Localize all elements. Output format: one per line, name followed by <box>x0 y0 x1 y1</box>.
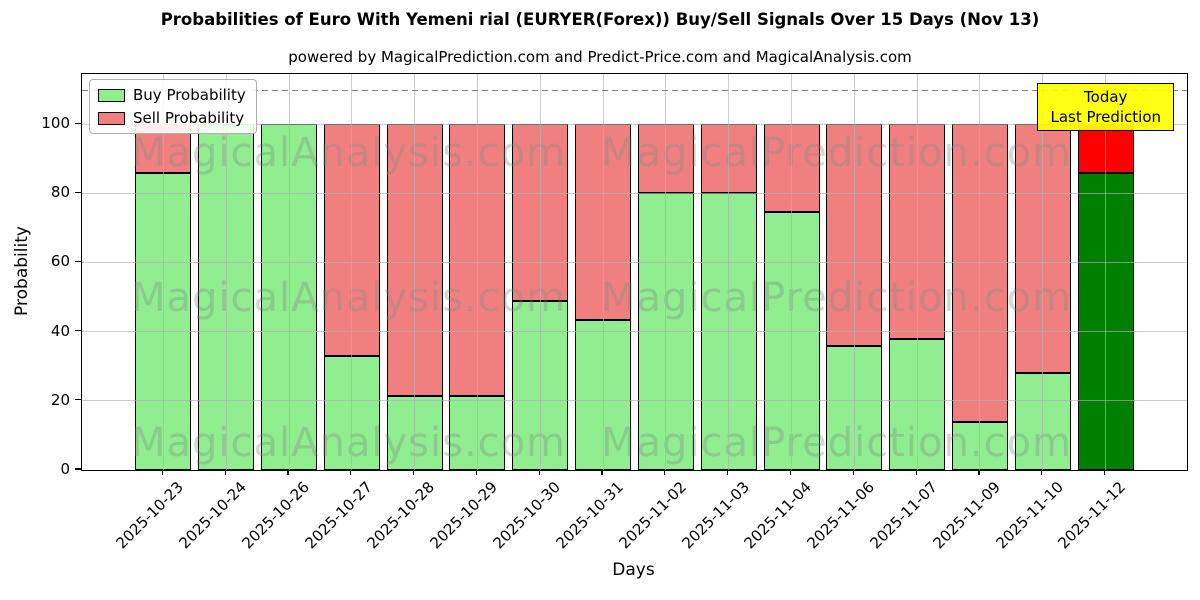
y-tick-label: 20 <box>50 390 70 409</box>
gridline-vertical <box>351 74 353 470</box>
y-tick-mark <box>75 468 81 470</box>
x-tick-label: 2025-10-23 <box>112 478 188 553</box>
gridline-horizontal <box>82 261 1187 263</box>
y-tick-mark <box>75 330 81 332</box>
x-tick-mark <box>727 470 729 475</box>
buy-color-swatch <box>98 88 125 102</box>
x-tick-label: 2025-10-24 <box>175 478 250 553</box>
gridline-vertical <box>476 74 478 470</box>
today-annotation-line2: Last Prediction <box>1050 108 1161 126</box>
legend-item-sell: Sell Probability <box>98 109 246 127</box>
gridline-vertical <box>225 74 227 470</box>
legend: Buy Probability Sell Probability <box>89 79 257 134</box>
x-tick-mark <box>475 470 478 475</box>
x-tick-mark <box>413 470 415 475</box>
x-tick-mark <box>915 470 917 475</box>
today-annotation: Today Last Prediction <box>1037 83 1174 131</box>
x-tick-mark <box>1103 470 1106 475</box>
gridline-horizontal <box>82 123 1187 125</box>
x-tick-mark <box>1041 470 1043 475</box>
gridline-vertical <box>539 74 541 470</box>
x-tick-label: 2025-11-07 <box>866 478 941 553</box>
x-tick-mark <box>664 470 666 475</box>
gridline-vertical <box>1042 74 1044 470</box>
legend-item-buy: Buy Probability <box>98 86 246 104</box>
y-tick-label: 100 <box>41 114 70 133</box>
gridline-vertical <box>853 74 855 470</box>
x-tick-label: 2025-11-02 <box>615 478 690 553</box>
x-tick-label: 2025-10-29 <box>426 478 502 553</box>
x-tick-mark <box>601 470 603 475</box>
gridline-vertical <box>288 74 290 470</box>
sell-color-swatch <box>98 111 125 125</box>
x-tick-label: 2025-10-26 <box>238 478 313 553</box>
gridline-vertical <box>665 74 667 470</box>
gridline-horizontal <box>82 331 1187 333</box>
x-tick-mark <box>161 470 163 475</box>
x-tick-mark <box>789 470 792 475</box>
legend-label-sell: Sell Probability <box>133 109 245 127</box>
x-tick-label: 2025-11-09 <box>929 478 1004 553</box>
plot-area: Buy Probability Sell Probability Today L… <box>81 73 1188 471</box>
y-tick-label: 80 <box>50 183 70 202</box>
chart-subtitle: powered by MagicalPrediction.com and Pre… <box>288 48 912 66</box>
today-annotation-line1: Today <box>1084 88 1128 106</box>
y-tick-label: 60 <box>50 252 70 271</box>
y-tick-mark <box>75 260 81 263</box>
gridline-vertical <box>414 74 416 470</box>
y-tick-mark <box>75 122 81 124</box>
gridline-vertical <box>1105 74 1107 470</box>
gridline-vertical <box>602 74 604 470</box>
gridline-vertical <box>728 74 730 470</box>
y-axis-label: Probability <box>12 226 32 316</box>
x-tick-label: 2025-11-06 <box>803 478 879 553</box>
x-tick-mark <box>224 470 226 475</box>
gridline-horizontal <box>82 192 1187 194</box>
x-tick-mark <box>287 470 289 475</box>
x-tick-label: 2025-10-31 <box>552 478 627 553</box>
y-tick-label: 0 <box>60 460 70 478</box>
x-tick-label: 2025-10-30 <box>489 478 565 553</box>
gridline-horizontal <box>82 400 1187 402</box>
gridline-vertical <box>791 74 793 470</box>
y-tick-mark <box>75 399 81 401</box>
dashed-threshold-line <box>82 89 1187 91</box>
y-tick-mark <box>75 191 81 193</box>
gridline-vertical <box>979 74 981 470</box>
chart-title: Probabilities of Euro With Yemeni rial (… <box>160 10 1040 29</box>
x-axis-label: Days <box>612 560 655 580</box>
x-tick-mark <box>852 470 854 475</box>
x-tick-mark <box>978 470 980 475</box>
gridline-vertical <box>162 74 164 470</box>
legend-label-buy: Buy Probability <box>133 86 246 104</box>
gridline-vertical <box>916 74 918 470</box>
y-tick-label: 40 <box>50 321 70 340</box>
x-tick-mark <box>538 470 540 475</box>
x-tick-mark <box>350 470 352 475</box>
